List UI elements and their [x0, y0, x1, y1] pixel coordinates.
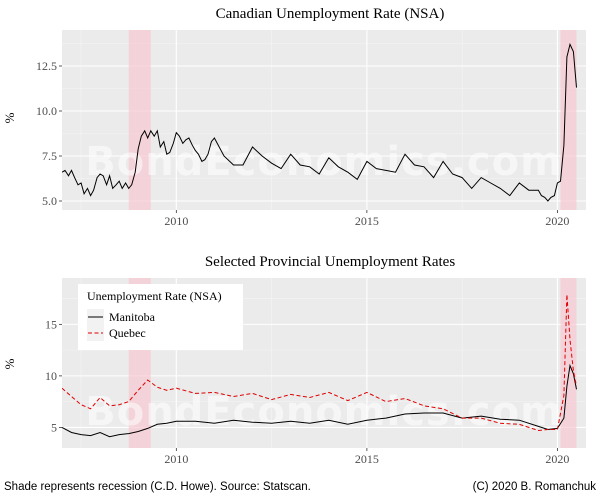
c2-series-line-manitoba — [62, 363, 577, 438]
c2-x-tick-label: 2020 — [545, 452, 569, 466]
chart2-title: Selected Provincial Unemployment Rates — [205, 254, 456, 270]
c1-watermark: BondEconomics.com — [85, 139, 563, 185]
c2-legend-label-quebec: Quebec — [109, 326, 146, 340]
chart1-plot: BondEconomics.com 2010 2015 2020 5.0 7.5 10.0 1… — [36, 30, 586, 228]
c1-y-tick-label: 10.0 — [36, 104, 57, 118]
footer-source-note: Shade represents recession (C.D. Howe). … — [4, 481, 311, 493]
c2-y-tick-label: 10 — [45, 369, 57, 383]
c2-y-tick-label: 15 — [45, 317, 57, 331]
c2-watermark: BondEconomics.com — [85, 389, 563, 435]
c1-recession-band — [128, 30, 151, 210]
c1-y-tick-label: 12.5 — [36, 59, 57, 73]
c2-x-tick-label: 2015 — [355, 452, 379, 466]
chart1-title: Canadian Unemployment Rate (NSA) — [216, 6, 445, 22]
c2-legend-box — [78, 284, 243, 350]
c1-y-tick-label: 7.5 — [42, 149, 57, 163]
c1-y-tick-label: 5.0 — [42, 194, 57, 208]
c2-legend-label-manitoba: Manitoba — [109, 310, 156, 324]
c2-recession-band — [560, 278, 577, 448]
c1-recession-band — [560, 30, 577, 210]
c2-x-tick-label: 2010 — [164, 452, 188, 466]
chart1-ylabel: % — [2, 112, 17, 123]
c1-x-tick-label: 2015 — [355, 214, 379, 228]
chart2-plot: BondEconomics.com 2010 2015 2020 5 10 15 Unempl… — [45, 278, 586, 466]
c1-series-line-0 — [62, 42, 577, 202]
footer-copyright: (C) 2020 B. Romanchuk — [473, 481, 597, 493]
c1-x-tick-label: 2010 — [164, 214, 188, 228]
c2-y-tick-label: 5 — [51, 420, 57, 434]
chart2-ylabel: % — [2, 358, 17, 369]
c1-x-tick-label: 2020 — [545, 214, 569, 228]
c2-legend-title: Unemployment Rate (NSA) — [87, 289, 222, 303]
c2-series-line-quebec — [62, 294, 577, 432]
